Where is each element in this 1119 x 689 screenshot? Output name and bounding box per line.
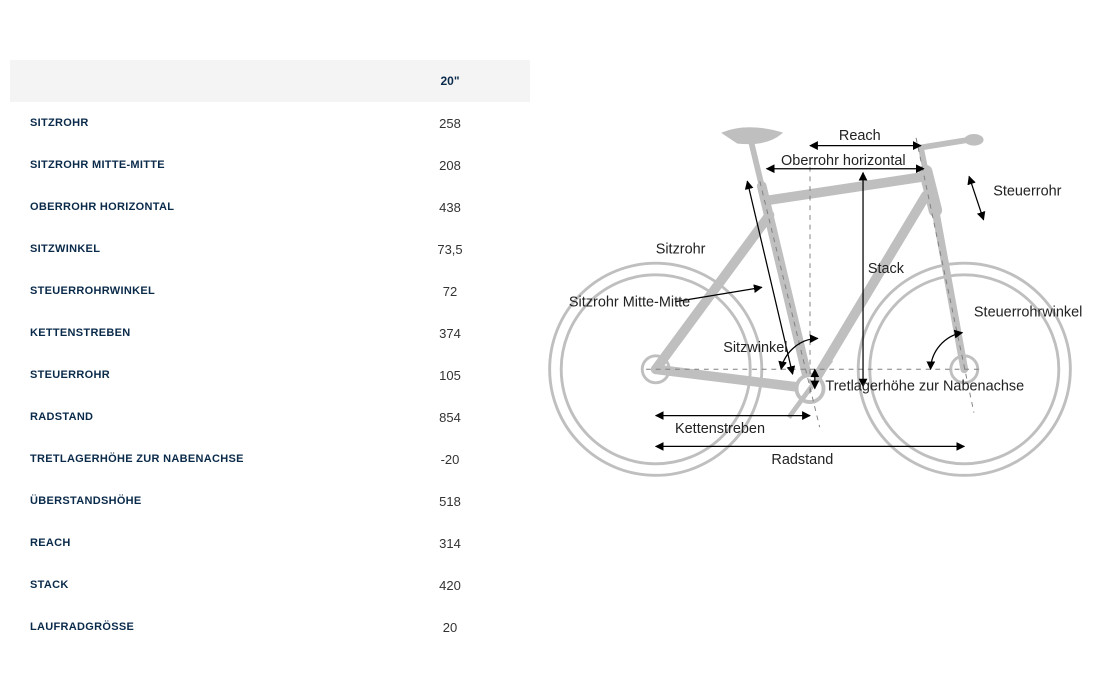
row-value: 73,5 bbox=[410, 242, 490, 257]
row-value: 258 bbox=[410, 116, 490, 131]
table-row: TRETLAGERHÖHE ZUR NABENACHSE-20 bbox=[10, 438, 530, 480]
label-stack: Stack bbox=[868, 261, 905, 277]
row-value: 314 bbox=[410, 536, 490, 551]
table-row: RADSTAND854 bbox=[10, 396, 530, 438]
row-label: STEUERROHRWINKEL bbox=[30, 285, 410, 297]
row-label: SITZROHR MITTE-MITTE bbox=[30, 159, 410, 171]
label-sitzwinkel: Sitzwinkel bbox=[723, 340, 787, 356]
table-row: SITZROHR MITTE-MITTE208 bbox=[10, 144, 530, 186]
header-size: 20" bbox=[410, 74, 490, 88]
label-oberrohr: Oberrohr horizontal bbox=[781, 153, 906, 169]
table-row: OBERROHR HORIZONTAL438 bbox=[10, 186, 530, 228]
table-row: STEUERROHR105 bbox=[10, 354, 530, 396]
table-row: SITZROHR258 bbox=[10, 102, 530, 144]
row-value: 854 bbox=[410, 410, 490, 425]
row-label: TRETLAGERHÖHE ZUR NABENACHSE bbox=[30, 453, 410, 465]
row-label: LAUFRADGRÖSSE bbox=[30, 621, 410, 633]
row-label: KETTENSTREBEN bbox=[30, 327, 410, 339]
label-kettenstreben: Kettenstreben bbox=[675, 421, 765, 437]
table-header-row: 20" bbox=[10, 60, 530, 102]
geometry-table: 20" SITZROHR258SITZROHR MITTE-MITTE208OB… bbox=[10, 20, 530, 669]
label-steuerrohrwinkel: Steuerrohrwinkel bbox=[974, 304, 1082, 320]
table-row: LAUFRADGRÖSSE20 bbox=[10, 606, 530, 648]
row-label: RADSTAND bbox=[30, 411, 410, 423]
row-value: 374 bbox=[410, 326, 490, 341]
row-value: 518 bbox=[410, 494, 490, 509]
row-label: REACH bbox=[30, 537, 410, 549]
table-row: STACK420 bbox=[10, 564, 530, 606]
row-value: -20 bbox=[410, 452, 490, 467]
row-value: 105 bbox=[410, 368, 490, 383]
row-label: STEUERROHR bbox=[30, 369, 410, 381]
row-value: 72 bbox=[410, 284, 490, 299]
row-value: 420 bbox=[410, 578, 490, 593]
geometry-diagram: Reach Oberrohr horizontal Steuerrohr Sit… bbox=[530, 20, 1109, 669]
table-row: REACH314 bbox=[10, 522, 530, 564]
table-row: SITZWINKEL73,5 bbox=[10, 228, 530, 270]
table-row: STEUERROHRWINKEL72 bbox=[10, 270, 530, 312]
row-label: ÜBERSTANDSHÖHE bbox=[30, 495, 410, 507]
row-value: 20 bbox=[410, 620, 490, 635]
label-reach: Reach bbox=[839, 128, 881, 144]
table-row: ÜBERSTANDSHÖHE518 bbox=[10, 480, 530, 522]
row-value: 208 bbox=[410, 158, 490, 173]
label-sitzrohr-mm: Sitzrohr Mitte-Mitte bbox=[569, 295, 690, 311]
label-sitzrohr: Sitzrohr bbox=[656, 242, 706, 258]
label-radstand: Radstand bbox=[771, 452, 833, 468]
table-row: KETTENSTREBEN374 bbox=[10, 312, 530, 354]
row-value: 438 bbox=[410, 200, 490, 215]
label-tretlager: Tretlagerhöhe zur Nabenachse bbox=[825, 379, 1024, 395]
row-label: STACK bbox=[30, 579, 410, 591]
row-label: OBERROHR HORIZONTAL bbox=[30, 201, 410, 213]
row-label: SITZROHR bbox=[30, 117, 410, 129]
row-label: SITZWINKEL bbox=[30, 243, 410, 255]
label-steuerrohr: Steuerrohr bbox=[993, 184, 1061, 200]
bike-svg: Reach Oberrohr horizontal Steuerrohr Sit… bbox=[530, 80, 1090, 485]
